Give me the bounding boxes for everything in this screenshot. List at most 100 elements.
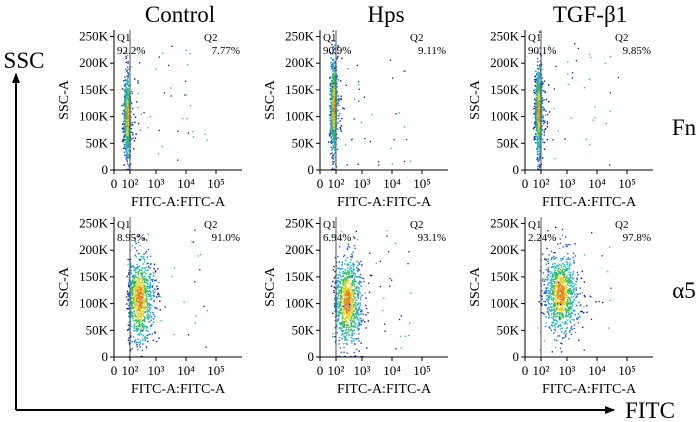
data-point — [537, 52, 539, 54]
y-tick-label: 0 — [102, 162, 109, 177]
data-point — [130, 116, 132, 119]
data-point — [155, 279, 157, 281]
data-point — [154, 288, 156, 290]
data-point — [355, 299, 358, 301]
data-point — [155, 340, 158, 343]
data-point — [146, 302, 148, 304]
data-point — [538, 90, 540, 92]
data-point — [357, 81, 360, 83]
data-point — [143, 271, 145, 274]
data-point — [535, 99, 537, 102]
data-point — [137, 288, 139, 290]
data-point — [123, 135, 126, 138]
data-point — [348, 276, 351, 279]
data-point — [128, 285, 130, 287]
data-point — [140, 312, 142, 314]
data-point — [360, 281, 362, 283]
data-point — [192, 241, 195, 243]
data-point — [148, 289, 151, 292]
data-point — [128, 154, 130, 156]
data-point — [332, 94, 334, 96]
data-point — [542, 115, 544, 117]
data-point — [345, 144, 347, 146]
data-point — [544, 90, 546, 93]
data-point — [348, 305, 350, 307]
data-point — [330, 120, 332, 122]
data-point — [145, 294, 147, 296]
data-point — [128, 95, 130, 97]
data-point — [127, 102, 129, 104]
data-point — [352, 334, 354, 336]
data-point — [149, 263, 152, 266]
y-tick-label: 200K — [79, 242, 109, 257]
data-point — [332, 88, 334, 90]
data-point — [537, 113, 540, 115]
data-point — [133, 313, 136, 315]
data-point — [336, 287, 338, 289]
data-point — [544, 91, 546, 93]
data-point — [533, 126, 535, 129]
data-point — [390, 147, 392, 149]
data-point — [348, 246, 351, 248]
data-point — [128, 337, 130, 339]
data-point — [124, 133, 127, 135]
data-point — [534, 108, 537, 110]
data-point — [534, 78, 536, 81]
data-point — [147, 306, 150, 308]
data-point — [346, 247, 349, 249]
data-point — [346, 324, 349, 327]
data-point — [127, 133, 129, 135]
data-point — [536, 125, 538, 128]
data-point — [146, 297, 148, 299]
data-point — [147, 233, 149, 235]
data-point — [127, 71, 129, 74]
data-point — [348, 280, 350, 282]
data-point — [336, 279, 338, 282]
data-point — [134, 278, 136, 280]
data-point — [538, 95, 540, 97]
data-point — [408, 334, 410, 337]
data-point — [149, 305, 151, 307]
data-point — [340, 351, 342, 354]
data-point — [359, 310, 362, 313]
data-point — [125, 79, 128, 82]
data-point — [346, 352, 348, 354]
data-point — [348, 316, 350, 318]
data-point — [353, 245, 356, 247]
data-point — [541, 101, 543, 103]
data-point — [369, 252, 371, 254]
data-point — [143, 305, 145, 308]
data-point — [333, 291, 335, 294]
data-point — [331, 121, 333, 123]
data-point — [330, 91, 333, 93]
data-point — [161, 145, 164, 148]
data-point — [354, 302, 356, 304]
data-point — [353, 340, 355, 342]
data-point — [345, 272, 347, 274]
data-point — [536, 127, 538, 129]
data-point — [128, 129, 131, 131]
data-point — [554, 339, 556, 341]
data-point — [353, 293, 356, 295]
data-point — [144, 285, 146, 287]
data-point — [333, 69, 336, 71]
data-point — [333, 51, 335, 54]
data-point — [329, 89, 332, 92]
data-point — [138, 258, 140, 260]
data-point — [341, 329, 344, 332]
data-point — [352, 313, 354, 316]
data-point — [391, 279, 393, 281]
data-point — [143, 301, 145, 303]
data-point — [331, 148, 333, 150]
data-point — [552, 139, 554, 141]
data-point — [354, 297, 356, 300]
data-point — [125, 89, 127, 91]
data-point — [126, 91, 129, 93]
data-point — [184, 80, 187, 82]
data-point — [347, 301, 349, 304]
data-point — [341, 261, 343, 263]
data-point — [152, 272, 155, 274]
data-point — [558, 313, 560, 316]
data-point — [358, 282, 361, 284]
data-point — [336, 355, 338, 357]
